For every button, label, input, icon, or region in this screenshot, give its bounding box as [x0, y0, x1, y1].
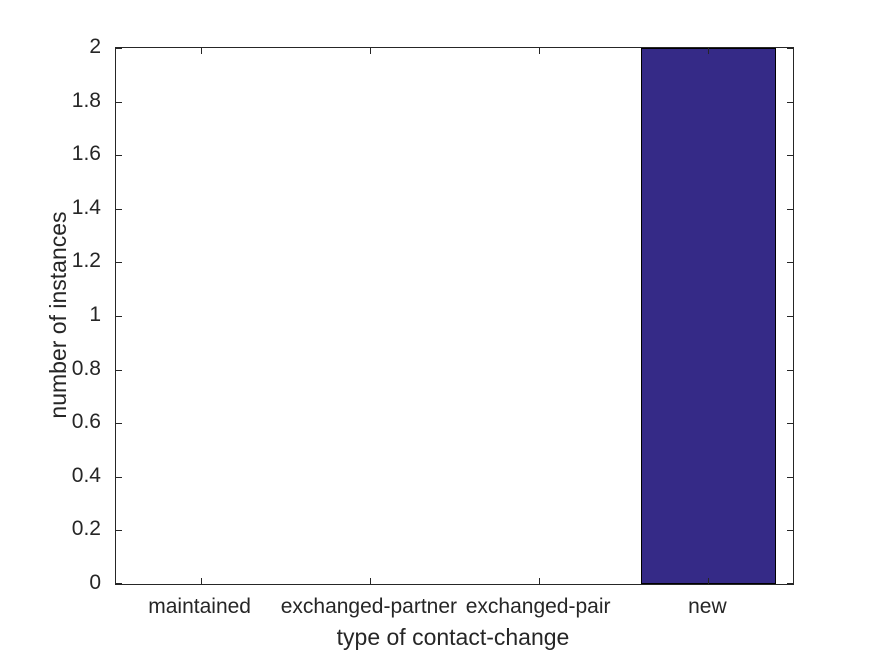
x-tick-bottom [539, 578, 541, 584]
y-tick-label: 0.8 [71, 356, 101, 380]
plot-area [115, 47, 794, 585]
y-tick-right [787, 423, 793, 425]
y-tick-left [116, 423, 122, 425]
x-tick-bottom [369, 578, 371, 584]
y-tick-label: 0.4 [71, 463, 101, 487]
y-tick-label: 1.6 [71, 142, 101, 166]
bar-new [640, 48, 777, 584]
y-tick-right [787, 208, 793, 210]
x-tick-top [369, 48, 371, 54]
y-tick-right [787, 316, 793, 317]
y-tick-left [116, 476, 122, 478]
y-tick-label: 1 [89, 303, 101, 326]
y-tick-left [116, 48, 122, 49]
y-tick-left [116, 369, 122, 371]
y-tick-label: 1.2 [71, 249, 101, 273]
y-tick-label: 0.6 [71, 410, 101, 434]
y-tick-right [787, 48, 793, 49]
y-tick-right [787, 369, 793, 371]
y-tick-left [116, 101, 122, 103]
x-tick-top [539, 48, 541, 54]
y-tick-label: 2 [89, 35, 101, 58]
y-tick-right [787, 583, 793, 584]
y-tick-right [787, 262, 793, 264]
y-tick-label: 1.8 [71, 88, 101, 112]
y-tick-right [787, 101, 793, 103]
y-tick-label: 0.2 [71, 517, 101, 541]
x-tick-bottom [200, 578, 202, 584]
y-tick-left [116, 583, 122, 584]
y-tick-left [116, 208, 122, 210]
y-tick-left [116, 316, 122, 317]
y-tick-right [787, 476, 793, 478]
y-tick-label: 1.4 [71, 195, 101, 219]
x-tick-label: exchanged-pair [465, 595, 611, 618]
x-tick-top [200, 48, 202, 54]
y-tick-left [116, 530, 122, 532]
y-tick-left [116, 262, 122, 264]
y-tick-right [787, 155, 793, 157]
x-tick-bottom [708, 578, 710, 584]
x-axis-label: type of contact-change [336, 624, 570, 650]
x-tick-label: new [688, 595, 727, 618]
y-tick-right [787, 530, 793, 532]
x-tick-label: maintained [148, 595, 251, 618]
x-tick-top [708, 48, 710, 54]
y-tick-left [116, 155, 122, 157]
y-tick-label: 0 [89, 571, 101, 594]
x-tick-label: exchanged-partner [280, 595, 458, 618]
